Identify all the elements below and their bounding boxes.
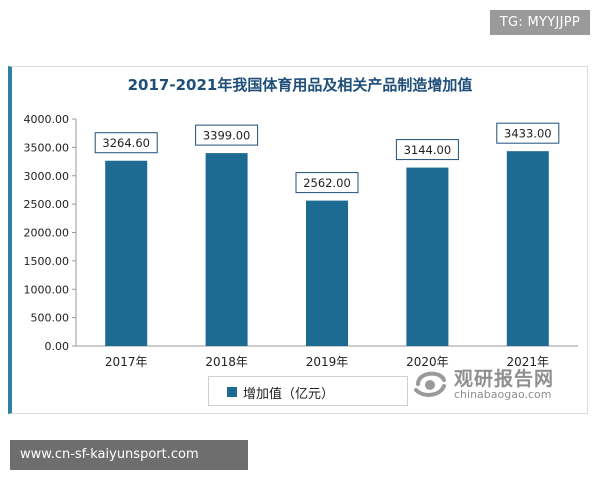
- x-tick-label: 2020年: [406, 355, 449, 369]
- bar: [306, 200, 348, 346]
- y-tick-label: 1500.00: [24, 255, 70, 268]
- footer-url: www.cn-sf-kaiyunsport.com: [10, 440, 248, 470]
- bar: [406, 167, 449, 346]
- brand-cn: 观研报告网: [454, 368, 555, 390]
- y-tick-label: 500.00: [31, 312, 70, 325]
- data-label: 3264.60: [102, 136, 150, 150]
- brand-en: chinabaogao.com: [454, 388, 552, 401]
- data-label-box: [195, 124, 259, 146]
- data-label-box: [94, 132, 158, 154]
- tg-watermark-tag: TG: MYYJJPP: [489, 10, 590, 35]
- y-tick-label: 1000.00: [24, 283, 70, 296]
- y-tick-label: 2000.00: [24, 227, 70, 240]
- chart-card: [8, 66, 588, 414]
- data-label: 2562.00: [303, 176, 351, 190]
- y-tick-label: 3000.00: [24, 170, 70, 183]
- data-label: 3399.00: [203, 129, 251, 143]
- data-label-box: [496, 122, 560, 144]
- data-label: 3433.00: [504, 127, 552, 141]
- bar: [205, 153, 248, 346]
- data-label-box: [395, 139, 459, 161]
- bar: [105, 160, 148, 346]
- x-tick-label: 2019年: [306, 355, 349, 369]
- x-tick-label: 2018年: [205, 355, 248, 369]
- legend-swatch: [227, 387, 237, 397]
- legend: 增加值（亿元）: [208, 376, 408, 406]
- x-tick-label: 2017年: [105, 355, 148, 369]
- data-label-box: [295, 172, 359, 194]
- data-label: 3144.00: [404, 143, 452, 157]
- legend-label: 增加值（亿元）: [243, 387, 335, 402]
- y-tick-label: 4000.00: [24, 113, 70, 126]
- bar: [506, 151, 549, 346]
- x-tick-label: 2021年: [507, 355, 550, 369]
- y-tick-label: 2500.00: [24, 198, 70, 211]
- brand-watermark: 观研报告网 chinabaogao.com: [410, 362, 580, 402]
- y-tick-label: 0.00: [45, 340, 70, 353]
- chart-title: 2017-2021年我国体育用品及相关产品制造增加值: [127, 76, 473, 94]
- y-tick-label: 3500.00: [24, 141, 70, 154]
- brand-logo-icon: [414, 371, 446, 397]
